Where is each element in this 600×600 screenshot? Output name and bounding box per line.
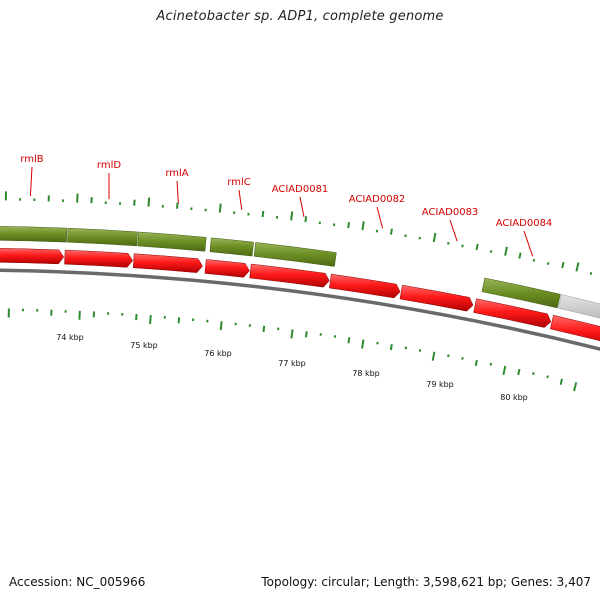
cds-arrow[interactable] [550, 314, 600, 349]
gene-label-text: ACIAD0081 [272, 184, 329, 195]
gc-tick [561, 261, 565, 269]
gc-tick [504, 246, 508, 256]
gc-tick [261, 210, 265, 218]
gc-tick [347, 337, 351, 344]
gc-tick [262, 325, 266, 332]
gc-tick [290, 211, 294, 221]
scale-label: 74 kbp [56, 333, 84, 342]
gene-bar[interactable] [209, 237, 254, 257]
backbone-line [0, 268, 600, 351]
gene-bar[interactable] [253, 242, 337, 267]
gene-label-leader [299, 196, 305, 218]
gene-label-text: ACIAD0083 [422, 207, 479, 218]
gene-label-leader [376, 206, 384, 229]
scale-label: 80 kbp [500, 393, 528, 402]
cds-arrow[interactable] [204, 259, 250, 278]
scale-label: 76 kbp [204, 349, 232, 358]
gc-tick [304, 216, 308, 223]
gene-label[interactable]: ACIAD0084 [496, 218, 553, 257]
gc-tick [347, 221, 351, 229]
gene-label[interactable]: rmlA [165, 168, 189, 204]
cds-arrow[interactable] [64, 249, 133, 268]
gc-tick [361, 339, 365, 349]
gc-tick [502, 365, 507, 376]
backbone-track [0, 268, 600, 351]
cds-arrow[interactable] [399, 284, 474, 312]
gene-label-leader [29, 166, 33, 196]
gene-bar-other[interactable] [557, 294, 600, 330]
gc-tick [475, 243, 479, 251]
gc-tick [489, 362, 493, 366]
gc-tick [149, 314, 152, 325]
gene-label[interactable]: ACIAD0082 [349, 194, 406, 229]
gc-tick [361, 221, 365, 231]
gc-content-track [4, 191, 593, 392]
cds-track [0, 248, 600, 349]
gc-tick [546, 375, 549, 379]
gene-bar[interactable] [481, 277, 561, 309]
gc-tick [290, 329, 294, 339]
gene-label[interactable]: ACIAD0083 [422, 207, 479, 242]
gene-label-text: rmlA [165, 168, 188, 179]
cds-arrow[interactable] [0, 248, 65, 265]
scale-label: 75 kbp [130, 341, 158, 350]
cds-arrow[interactable] [329, 273, 401, 299]
gene-label-leader [523, 230, 534, 257]
gene-label-text: rmlC [227, 177, 250, 188]
gene-label-text: ACIAD0082 [349, 194, 406, 205]
gc-tick [304, 331, 308, 338]
accession-text: Accession: NC_005966 [9, 575, 146, 589]
gc-tick [432, 232, 437, 243]
gene-label-leader [449, 219, 458, 242]
scale-label: 78 kbp [352, 369, 380, 378]
gene-label-leader [176, 180, 179, 204]
genome-summary-text: Topology: circular; Length: 3,598,621 bp… [261, 575, 591, 589]
gene-label[interactable]: rmlC [227, 177, 251, 210]
gc-tick [389, 344, 393, 351]
gc-tick [559, 378, 564, 385]
gc-tick [218, 203, 222, 213]
gc-tick [518, 252, 522, 259]
gene-bar[interactable] [67, 227, 138, 247]
gc-tick [147, 197, 151, 207]
gc-tick [219, 321, 223, 331]
gene-label-layer: rmlB rmlD rmlA rmlC ACIAD0081 ACIAD0082 ACIAD0… [20, 154, 553, 257]
gc-tick [474, 359, 478, 367]
gc-tick [389, 228, 393, 235]
gc-tick [177, 317, 181, 324]
gene-label-text: rmlB [20, 154, 43, 165]
scale-label-layer: 74 kbp 75 kbp 76 kbp 77 kbp 78 kbp 79 kbp 80 k… [56, 333, 528, 402]
cds-arrow[interactable] [249, 263, 330, 288]
gc-tick [532, 372, 535, 375]
gene-label[interactable]: rmlD [97, 160, 121, 200]
gene-label[interactable]: ACIAD0081 [272, 184, 329, 218]
gc-tick [573, 382, 578, 392]
gc-tick [546, 262, 550, 265]
gc-tick [431, 351, 436, 361]
gc-tick [532, 258, 536, 262]
gene-label-leader [238, 189, 243, 210]
gene-bar[interactable] [0, 226, 68, 243]
gc-tick [517, 368, 521, 376]
gene-label[interactable]: rmlB [20, 154, 44, 196]
gc-tick [589, 272, 593, 275]
gene-track [0, 226, 600, 330]
cds-arrow[interactable] [132, 253, 203, 273]
scale-label: 77 kbp [278, 359, 306, 368]
gc-tick [575, 262, 580, 272]
gene-bar[interactable] [137, 231, 207, 252]
scale-label: 79 kbp [426, 380, 454, 389]
cds-arrow[interactable] [473, 298, 552, 328]
genome-title: Acinetobacter sp. ADP1, complete genome [156, 9, 444, 24]
gene-label-text: rmlD [97, 160, 121, 171]
gene-label-text: ACIAD0084 [496, 218, 553, 229]
